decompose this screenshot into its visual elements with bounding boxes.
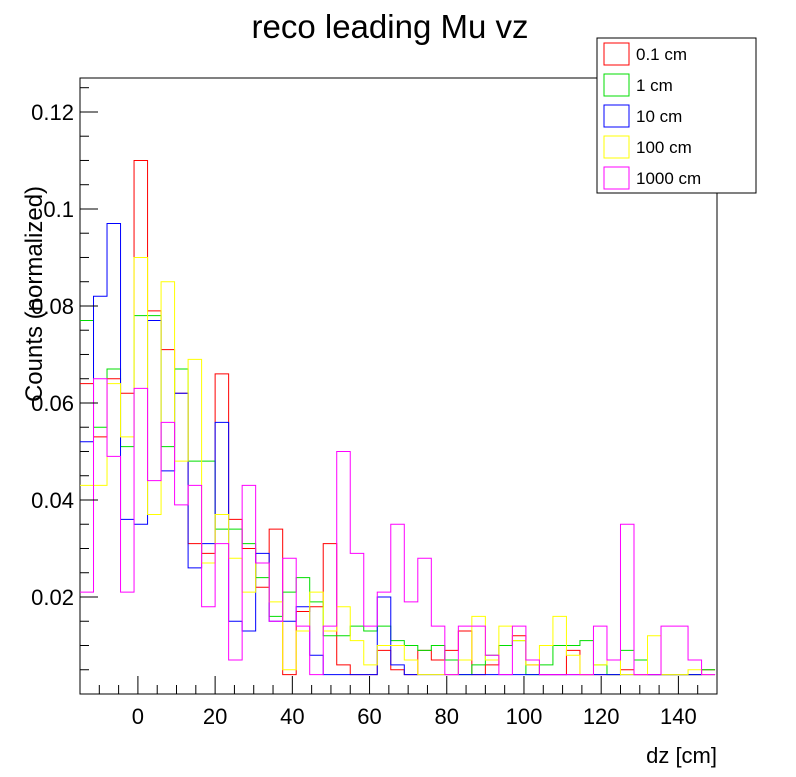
x-tick-label: 60 xyxy=(357,704,381,729)
series-line-3 xyxy=(80,256,716,676)
legend-swatch xyxy=(603,73,630,97)
y-tick-label: 0.1 xyxy=(43,197,74,222)
x-tick-label: 0 xyxy=(132,704,144,729)
y-axis: 0.02 0.04 0.06 0.08 0.1 0.12 xyxy=(31,87,98,671)
legend-label: 1000 cm xyxy=(636,169,701,188)
x-tick-label: 40 xyxy=(280,704,304,729)
plot-frame xyxy=(79,77,718,695)
series-line-1 xyxy=(80,315,716,676)
legend-swatch xyxy=(603,42,630,66)
x-tick-label: 80 xyxy=(435,704,459,729)
series-line-2 xyxy=(80,223,716,676)
y-tick-label: 0.04 xyxy=(31,488,74,513)
x-tick-label: 140 xyxy=(660,704,697,729)
series-layer xyxy=(80,159,716,676)
x-tick-label: 20 xyxy=(203,704,227,729)
legend-swatch xyxy=(603,104,630,128)
x-tick-label: 120 xyxy=(583,704,620,729)
x-tick-label: 100 xyxy=(506,704,543,729)
legend-label: 100 cm xyxy=(636,138,692,157)
series-line-4 xyxy=(80,378,716,676)
y-tick-label: 0.06 xyxy=(31,391,74,416)
x-axis: 0 20 40 60 80 100 120 140 xyxy=(98,676,718,729)
y-axis-label: Counts (normalized) xyxy=(21,186,48,402)
legend-label: 10 cm xyxy=(636,107,682,126)
legend: 0.1 cm 1 cm 10 cm 100 cm 1000 cm xyxy=(596,37,757,194)
legend-swatch xyxy=(603,135,630,159)
legend-label: 0.1 cm xyxy=(636,45,687,64)
chart-title: reco leading Mu vz xyxy=(252,8,529,45)
legend-swatch xyxy=(603,166,630,190)
y-tick-label: 0.08 xyxy=(31,294,74,319)
y-tick-label: 0.12 xyxy=(31,100,74,125)
x-axis-label: dz [cm] xyxy=(646,743,717,768)
series-line-0 xyxy=(80,159,716,676)
y-tick-label: 0.02 xyxy=(31,585,74,610)
legend-label: 1 cm xyxy=(636,76,673,95)
